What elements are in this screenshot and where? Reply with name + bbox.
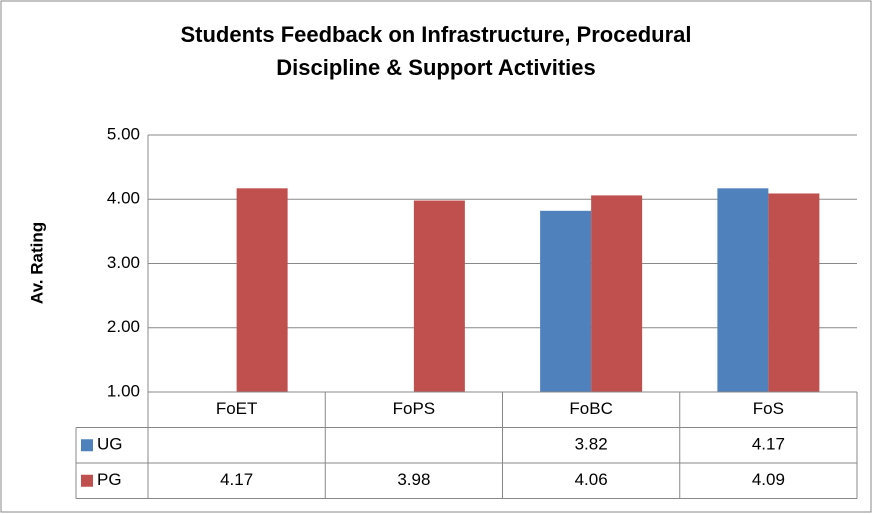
y-tick-label: 5.00 [107, 124, 140, 143]
bar [236, 188, 288, 392]
y-tick-label: 3.00 [107, 253, 140, 272]
legend-label: UG [97, 435, 123, 454]
bar [717, 188, 769, 392]
bar [591, 195, 643, 392]
x-tick-label: FoET [216, 399, 258, 418]
chart-title: Students Feedback on Infrastructure, Pro… [180, 22, 692, 80]
table-value: 4.09 [752, 470, 785, 489]
y-axis-label: Av. Rating [27, 222, 46, 304]
y-tick-label: 2.00 [107, 317, 140, 336]
table-value: 4.17 [752, 435, 785, 454]
table-value: 4.17 [220, 470, 253, 489]
table-value: 4.06 [575, 470, 608, 489]
table-value: 3.82 [575, 435, 608, 454]
x-tick-label: FoPS [393, 399, 436, 418]
legend-swatch [81, 439, 93, 452]
bar [413, 200, 465, 392]
table-value: 3.98 [397, 470, 430, 489]
bar [540, 210, 592, 392]
x-tick-label: FoS [753, 399, 784, 418]
legend-label: PG [97, 470, 122, 489]
x-tick-label: FoBC [569, 399, 612, 418]
legend-swatch [81, 474, 93, 487]
y-tick-label: 4.00 [107, 189, 140, 208]
y-tick-label: 1.00 [107, 381, 140, 400]
bar [768, 193, 820, 392]
